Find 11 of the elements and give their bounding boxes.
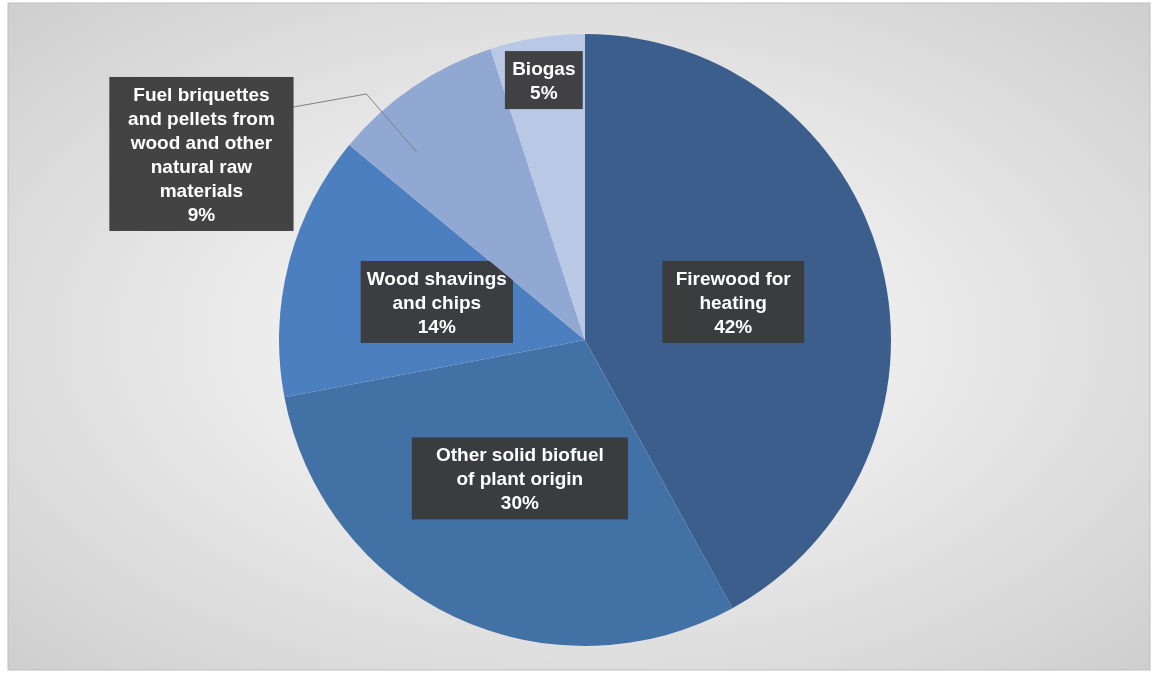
slice-label: Firewood for heating bbox=[675, 267, 792, 313]
pie-slice bbox=[349, 48, 585, 340]
slice-label: Fuel briquettes and pellets from wood and other natural raw materials bbox=[128, 83, 275, 201]
slice-label: Wood shavings and chips bbox=[366, 267, 507, 313]
slice-label: Biogas bbox=[512, 57, 576, 79]
data-label: 30% bbox=[500, 492, 539, 514]
data-label: 42% bbox=[714, 315, 753, 337]
data-label: 9% bbox=[187, 203, 216, 225]
data-label: 5% bbox=[530, 81, 558, 103]
data-label: 14% bbox=[417, 315, 456, 337]
slice-label: Other solid biofuel of plant origin bbox=[435, 444, 604, 490]
